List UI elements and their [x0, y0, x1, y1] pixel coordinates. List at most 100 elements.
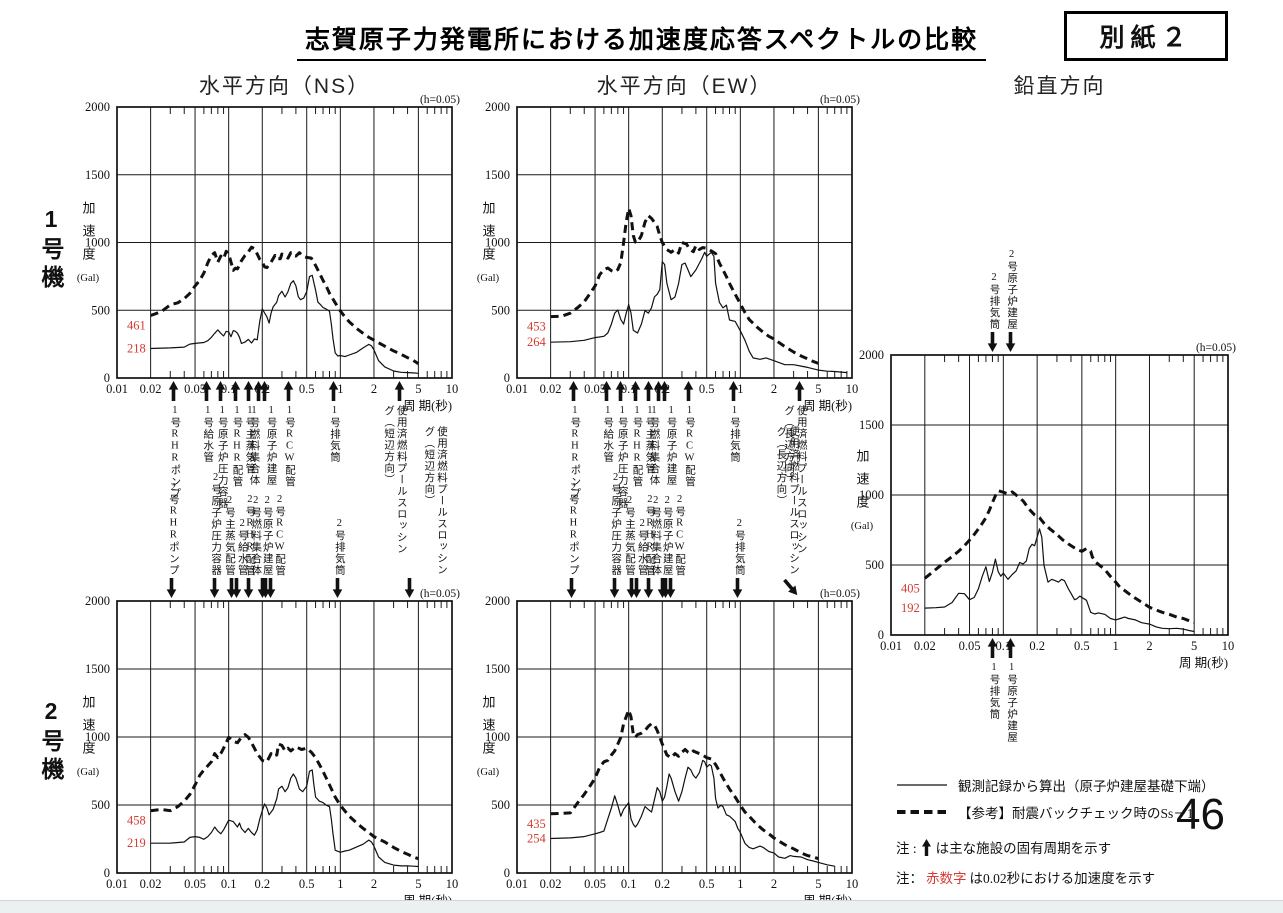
page-title: 志賀原子力発電所における加速度応答スペクトルの比較 [0, 20, 1283, 61]
svg-text:1: 1 [1113, 639, 1119, 653]
column-title-ew: 水平方向（EW） [596, 75, 773, 98]
attachment-tag-label: 別紙２ [1099, 24, 1193, 52]
svg-text:0.02: 0.02 [140, 877, 162, 891]
svg-text:0.05: 0.05 [959, 639, 981, 653]
svg-text:0.1: 0.1 [621, 877, 637, 891]
period-arrow-icon [630, 381, 641, 406]
annotation-label: 2号RHR配管 [244, 493, 256, 577]
annotation-label: 1号RCW配管 [684, 405, 696, 488]
period-arrow-icon [781, 576, 805, 602]
svg-text:2000: 2000 [485, 100, 510, 114]
svg-text:0.02: 0.02 [914, 639, 936, 653]
svg-text:2: 2 [771, 382, 777, 396]
note-red-numbers: 注： 赤数字 は0.02秒における加速度を示す [896, 867, 1155, 887]
svg-text:0.1: 0.1 [996, 639, 1012, 653]
annotation-label: 1号原子炉建屋 [265, 405, 277, 486]
legend-label-ss1: 【参考】耐震バックチェック時のSs－1 [958, 805, 1194, 821]
annotation-label: 2号RHR配管 [644, 493, 656, 577]
period-arrow-icon [332, 578, 343, 603]
period-arrow-icon [987, 332, 998, 357]
svg-text:500: 500 [91, 798, 110, 812]
svg-text:0.1: 0.1 [621, 382, 637, 396]
series-dashed [923, 489, 1195, 625]
column-title-vertical: 鉛直方向 [1013, 75, 1106, 98]
svg-text:0.5: 0.5 [699, 382, 715, 396]
annotation-label: 1号原子炉圧力容器 [616, 405, 628, 509]
annotation-label: 2号RHRポンプ [167, 482, 179, 576]
period-arrow-icon [643, 381, 654, 406]
period-arrow-icon [653, 381, 664, 406]
red-value-solid: 219 [127, 836, 146, 850]
annotation-label: 1号RHR配管 [631, 405, 643, 488]
chart-svg-vertical: 0.01 0.02 0.05 0.1 0.2 0.5 1 2 5 10 0 500 1000 1500 20… [859, 342, 1236, 670]
svg-text:0.2: 0.2 [254, 877, 270, 891]
annotation-label: 2号原子炉圧力容器 [210, 472, 222, 576]
annotation-label: 使用済燃料プールスロッシング（長辺方向） [783, 405, 807, 555]
legend: 観測記録から算出（原子炉建屋基礎下端） 【参考】耐震バックチェック時のSs－1 [896, 771, 1215, 825]
svg-text:0.01: 0.01 [506, 382, 528, 396]
period-arrow-icon [231, 578, 242, 603]
legend-item-ss1: 【参考】耐震バックチェック時のSs－1 [896, 798, 1215, 825]
annotation-label: 1号原子炉圧力容器 [216, 405, 228, 509]
red-value-dashed: 458 [127, 814, 146, 828]
svg-text:1500: 1500 [859, 418, 884, 432]
red-value-solid: 254 [527, 831, 547, 845]
annotation-label: 2号給水管 [636, 518, 648, 576]
series-solid [550, 251, 847, 374]
period-arrow-icon [601, 381, 612, 406]
annotation-label: 1号RCW配管 [284, 405, 296, 488]
period-arrow-icon [209, 578, 220, 603]
period-arrow-icon [168, 381, 179, 406]
svg-text:0.5: 0.5 [299, 382, 315, 396]
svg-text:2: 2 [771, 877, 777, 891]
period-arrow-icon [230, 381, 241, 406]
period-arrow-icon [794, 381, 805, 406]
svg-text:0.01: 0.01 [880, 639, 902, 653]
svg-text:1: 1 [337, 382, 343, 396]
svg-text:0: 0 [504, 371, 510, 385]
svg-text:周 期(秒): 周 期(秒) [803, 399, 852, 413]
annotation-label: 1号燃料集合体 [648, 405, 660, 486]
annotation-label: 2号排気筒 [333, 518, 345, 576]
annotation-label: 2号RCW配管 [274, 493, 286, 577]
column-title-ns: 水平方向（NS） [198, 75, 371, 98]
annotation-label: 2号原子炉建屋 [261, 495, 273, 576]
svg-text:10: 10 [1222, 639, 1235, 653]
period-arrow-icon [732, 578, 743, 603]
red-value-solid: 218 [127, 341, 146, 355]
annotation-label: 使用済燃料プールスロッシング（短辺方向） [423, 426, 447, 576]
svg-text:500: 500 [491, 303, 510, 317]
solid-line-icon [897, 783, 947, 786]
period-arrow-icon [215, 381, 226, 406]
y-axis-title-unit1_ew: 加速度 (Gal) [470, 201, 506, 284]
annotation-label: 1号原子炉建屋 [665, 405, 677, 486]
svg-text:0.02: 0.02 [540, 877, 562, 891]
svg-text:5: 5 [815, 382, 821, 396]
svg-text:1: 1 [737, 877, 743, 891]
period-arrow-icon [643, 578, 654, 603]
annotation-label: 1号RHR配管 [231, 405, 243, 488]
period-arrow-icon [615, 381, 626, 406]
annotation-label: 1号主蒸気管 [244, 405, 256, 475]
annotation-label: 2号RCW配管 [674, 493, 686, 577]
period-arrow-icon [259, 381, 270, 406]
annotation-label: 1号給水管 [602, 405, 614, 463]
period-arrow-icon [166, 578, 177, 603]
annotation-label: 1号排気筒 [729, 405, 741, 463]
svg-text:0.1: 0.1 [221, 877, 237, 891]
svg-text:2000: 2000 [85, 100, 110, 114]
y-axis-title-kanji: 加速度 [80, 695, 96, 764]
period-arrow-icon [683, 381, 694, 406]
row-label-unit2: 2号機 [38, 698, 64, 785]
annotation-label: 1号給水管 [202, 405, 214, 463]
period-arrow-icon [566, 578, 577, 603]
red-value-dashed: 453 [527, 320, 546, 334]
svg-text:0: 0 [878, 628, 884, 642]
y-axis-title-unit: (Gal) [850, 521, 874, 532]
page-number: 46 [1176, 790, 1225, 839]
series-dashed [150, 733, 419, 861]
series-dashed [550, 206, 819, 365]
red-value-solid: 264 [527, 335, 547, 349]
svg-text:0.01: 0.01 [106, 382, 128, 396]
legend-item-observed: 観測記録から算出（原子炉建屋基礎下端） [896, 771, 1215, 798]
